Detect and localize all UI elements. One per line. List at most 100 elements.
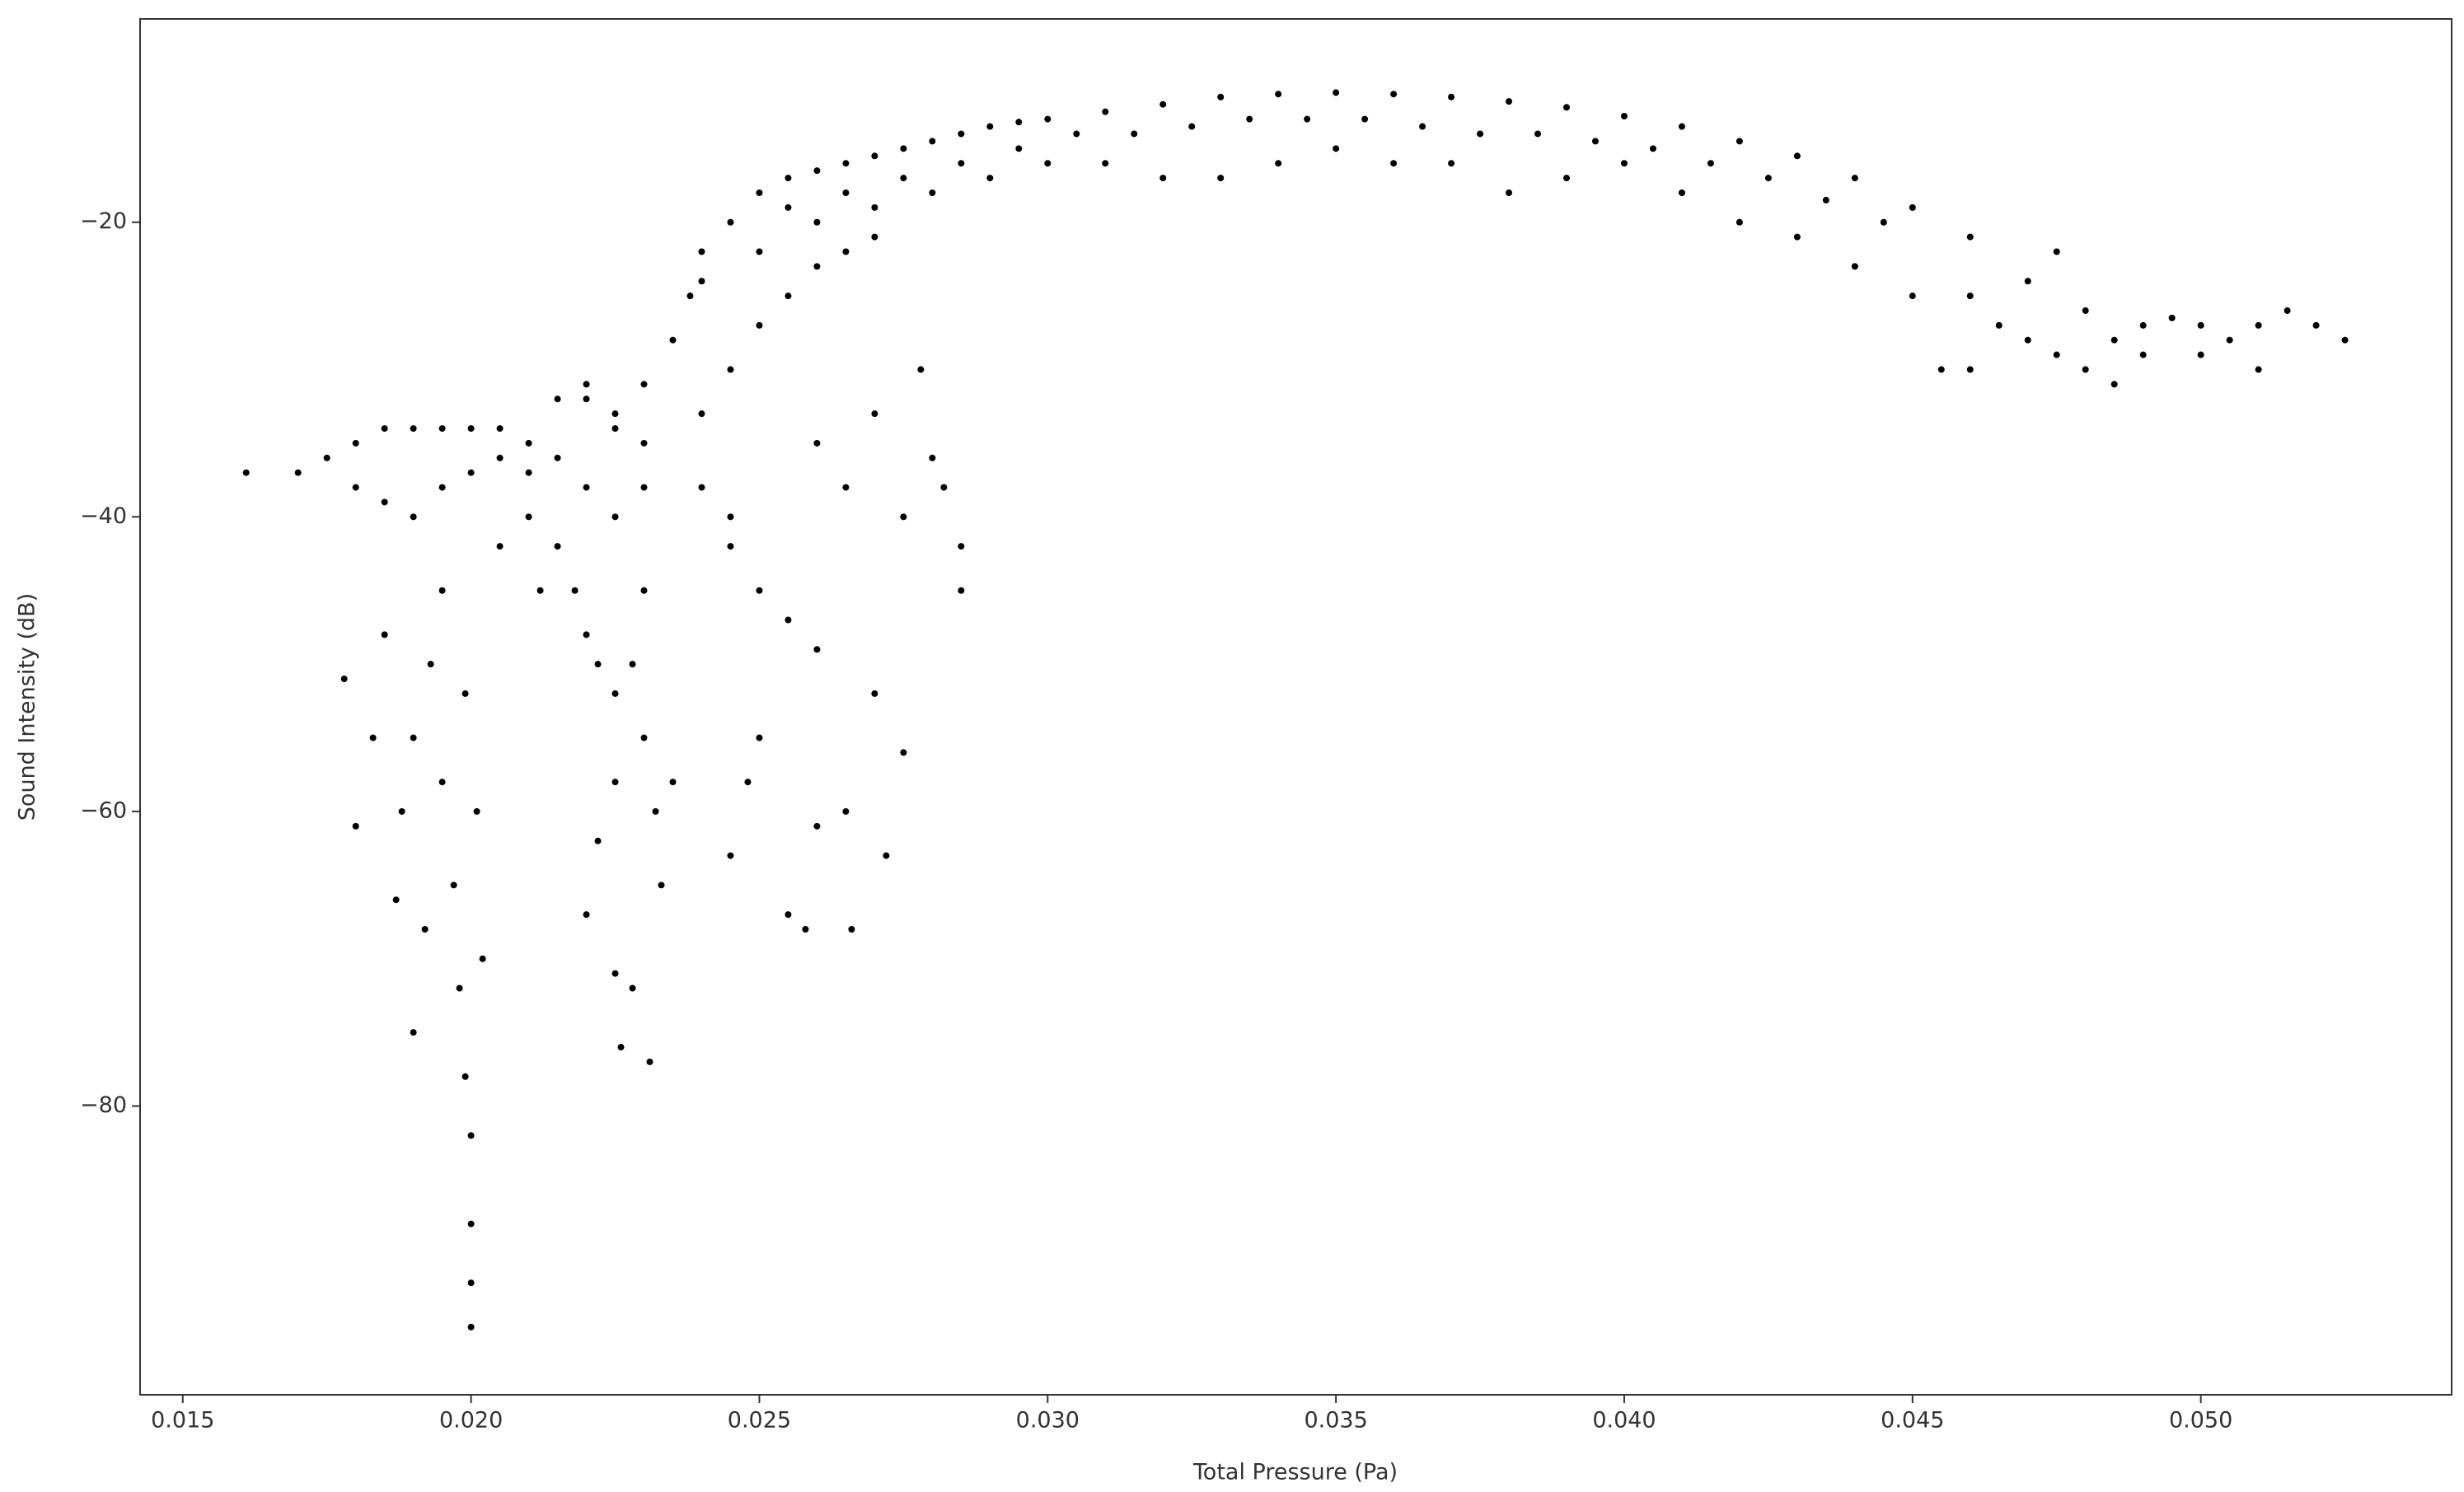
point [646,1058,653,1065]
point [698,278,705,285]
point [1909,203,1916,211]
point [917,366,925,373]
y-tick-label: −60 [80,797,127,823]
x-tick-label: 0.045 [1881,1408,1944,1434]
point [1361,115,1369,123]
x-tick-label: 0.025 [728,1408,791,1434]
point [727,218,734,226]
point [583,381,590,388]
point [1506,98,1513,105]
point [842,807,850,815]
point [1333,145,1340,152]
point [1736,218,1743,226]
point [756,321,763,329]
point [1044,160,1052,167]
point [1678,189,1685,196]
point [1764,175,1772,182]
point [756,587,763,594]
point [813,822,821,830]
point [438,484,446,491]
point [467,1132,475,1139]
point [900,513,907,521]
x-tick-label: 0.050 [2169,1408,2232,1434]
point [727,543,734,550]
point [686,292,694,300]
point [842,248,850,255]
point [958,130,965,138]
point [813,646,821,653]
y-tick-label: −40 [80,503,127,529]
point [2255,321,2262,329]
point [727,366,734,373]
point [640,734,648,741]
point [242,469,250,476]
point [1015,145,1023,152]
point [842,189,850,196]
point [554,395,561,403]
point [813,167,821,175]
plot-frame [139,18,2452,1396]
point [427,661,434,668]
point [456,985,463,992]
y-tick-label: −80 [80,1092,127,1118]
point [496,543,504,550]
y-tick-label: −20 [80,208,127,234]
point [594,661,602,668]
point [611,779,619,786]
point [2226,336,2233,344]
point [1909,292,1916,300]
point [2341,336,2349,344]
point [1793,233,1801,241]
y-axis-label: Sound Intensity (dB) [15,593,40,821]
x-tick-label: 0.035 [1304,1408,1367,1434]
point [583,631,590,638]
point [1390,91,1398,98]
point [958,587,965,594]
point [392,896,400,904]
point [2053,351,2060,358]
point [813,218,821,226]
point [727,513,734,521]
point [1851,175,1858,182]
point [2110,336,2118,344]
point [2053,248,2060,255]
point [479,955,486,962]
point [658,882,665,889]
point [1304,115,1311,123]
point [2024,278,2031,285]
point [986,123,994,130]
point [1534,130,1542,138]
point [611,513,619,521]
point [421,925,429,933]
point [2139,351,2147,358]
point [629,985,636,992]
point [554,454,561,461]
point [410,513,417,521]
point [1678,123,1685,130]
point [467,469,475,476]
point [1966,233,1974,241]
point [583,911,590,919]
point [2082,366,2089,373]
point [2110,381,2118,388]
point [2197,321,2204,329]
point [842,160,850,167]
point [1620,113,1628,120]
point [2312,321,2320,329]
point [802,925,809,933]
point [525,439,532,447]
point [369,734,377,741]
point [438,425,446,433]
point [2284,307,2291,315]
point [929,454,936,461]
point [986,175,994,182]
point [1044,115,1052,123]
point [410,1029,417,1036]
point [669,336,677,344]
point [496,425,504,433]
point [467,1279,475,1287]
point [900,749,907,756]
point [1217,93,1225,101]
point [611,970,619,977]
point [1015,119,1023,126]
